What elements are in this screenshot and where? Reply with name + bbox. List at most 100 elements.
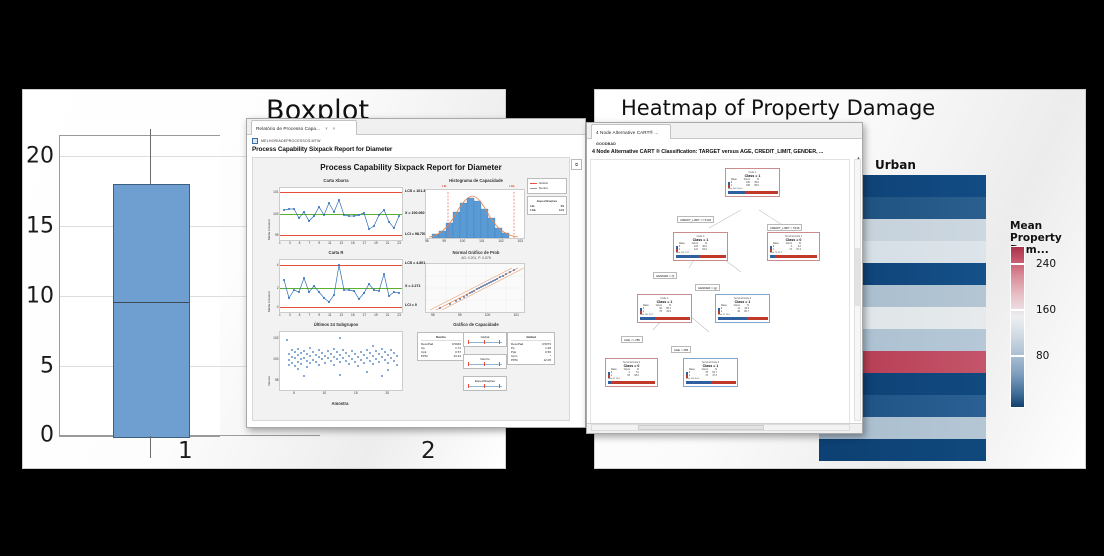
xtick: 17 [362,241,367,245]
xtick: 19 [374,313,378,317]
capability-window-body: MELHORIADEPROCESSOS.MTW Process Capabili… [247,135,585,427]
cart-node-3[interactable]: Node 3 Class = 1 Class Count % 0 92 [637,294,692,323]
colorbar-notch [1011,263,1024,265]
float-graph-button[interactable]: ⧉ [571,159,582,170]
cart-node-2[interactable]: Node 2 Class = 1 Class Count % 0 103 [673,232,728,261]
class-swatch-red [769,249,772,252]
vertical-scrollbar[interactable] [854,159,861,421]
node-table-row: 0 103 46.0 [675,246,726,249]
tab-cart-classification[interactable]: 4 Node Alternative CART® ... [591,124,671,139]
node-table-row: 0 78 62.7 [685,372,736,375]
cart-heading: 4 Node Alternative CART ® Classification… [592,149,824,155]
class-swatch-blue [685,372,688,375]
cart-terminal-node-2[interactable]: Terminal Node 2 Class = 0 Class Count % … [605,358,658,387]
node-class: Class = 1 [744,173,761,178]
xbar-ytick-100: 100 [273,212,279,216]
cell-pct: 80.7 [744,311,749,313]
node-bar [727,191,778,195]
node-table-header: Class Count % [770,243,818,246]
cart-node-root[interactable]: Node 1 Class = 1 Class Count % 0 105 [725,168,780,197]
cart-split-5: AGE <= 285 [621,336,643,343]
report-heading: Process Capability Sixpack Report for Di… [252,146,393,153]
col-count: Count [655,305,662,307]
bar-segment-blue [727,191,745,195]
cart-terminal-node-4[interactable]: Terminal Node 4 Class = 1 Class Count % … [715,294,770,323]
interval-marker [468,340,469,344]
cart-terminal-node-1[interactable]: Terminal Node 1 Class = 0 Class Count % … [767,232,820,261]
bar-segment-red [611,381,656,385]
node-table-row: 1 72 37.3 [685,375,736,378]
xbar-ucl-line [280,192,402,193]
r-ytick-2: 2 [276,286,279,290]
r-ylabel: Média Amostral [267,291,271,312]
interval-global: Global [463,332,507,347]
bar-segment-red [710,381,736,385]
colorbar-notch [1011,309,1024,311]
chevron-down-icon[interactable]: ˅ [325,125,328,131]
class-swatch-red [675,249,678,252]
subgroups-ytick-98: 98 [274,378,279,382]
table-row: Cp 1.71 [421,346,461,350]
bar-segment-red [698,255,726,259]
legend-title-line1: Mean [1010,220,1043,232]
close-icon[interactable]: × [332,125,336,131]
chevron-up-icon[interactable]: ▲ [856,155,861,160]
cell-count: 72 [705,375,708,377]
cell-pct: 54.0 [702,249,707,251]
r-xticks: 1 3 5 7 9 11 13 15 17 19 21 23 [279,313,401,317]
cell-key: Pp [511,345,515,350]
class-swatch-blue [639,308,642,311]
xtick: 103 [517,239,523,243]
cell-class: 0 [610,372,613,374]
cell-key: DesvPad [421,341,434,346]
xbar-axes: 101 100 99 [273,187,403,241]
col-class: Class [688,369,695,371]
node-table: Class Count % 0 105 35.0 1 [727,179,778,188]
gridline-15 [60,226,320,227]
col-class: Class [610,369,617,371]
tab-capability-report[interactable]: Relatório de Processo Capa... ˅ × [251,120,357,135]
node-table: Class Count % 0 11 19.3 1 [717,305,768,314]
node-total-label: Total 57 19.0 [607,378,621,380]
class-swatch-red [639,311,642,314]
interval-line [468,385,502,387]
cart-terminal-node-3[interactable]: Terminal Node 3 Class = 1 Class Count % … [683,358,738,387]
xtick: 21 [385,241,390,245]
cell-count: 121 [694,249,698,251]
xtick: 13 [339,241,343,245]
xtick: 100 [459,239,466,243]
interval-marker [468,362,469,366]
node-table-header: Class Count % [676,243,726,246]
cell-pct: 19.3 [744,308,749,310]
boxplot-ytick-5: 5 [40,353,54,379]
cart-dataset-name: GOODBAD [596,142,616,146]
cart-tree-canvas: Node 1 Class = 1 Class Count % 0 105 [590,159,850,425]
interval-within: Dentro [463,354,507,369]
node-class: Class = 1 [692,237,709,242]
subgroups-xlabel: Amostra [331,401,349,406]
r-ytick-4: 4 [276,263,279,267]
xtick: 99 [442,239,446,243]
gridline-20 [60,156,320,157]
r-series [283,264,400,303]
scrollbar-thumb[interactable] [855,248,860,306]
process-capability-window[interactable]: Relatório de Processo Capa... ˅ × MELHOR… [246,118,586,428]
node-bar [675,255,726,259]
horizontal-scrollbar[interactable] [591,424,850,431]
boxplot-ytick-15: 15 [26,213,54,239]
xbar-series [283,199,400,230]
histogram-bars [428,192,519,238]
cell-value: 0.5046 [451,341,461,346]
table-row: Cpk 0.57 [421,350,461,354]
node-table: Class Count % 0 2 2.6 1 [769,243,818,252]
cart-window[interactable]: 4 Node Alternative CART® ... GOODBAD 4 N… [586,122,863,434]
last-subgroups-axes: 102 100 98 [273,331,403,391]
cell-class: 1 [642,311,645,313]
node-header: Node 3 [660,296,669,300]
graph-title: Process Capability Sixpack Report for Di… [320,163,502,172]
scrollbar-thumb[interactable] [638,425,764,430]
spec-key: LIE [530,204,535,208]
xbar-xticks: 1 3 5 7 9 11 13 15 17 19 21 23 [279,241,401,245]
xbar-ytick-99: 99 [274,233,279,237]
col-class: Class [772,243,779,245]
